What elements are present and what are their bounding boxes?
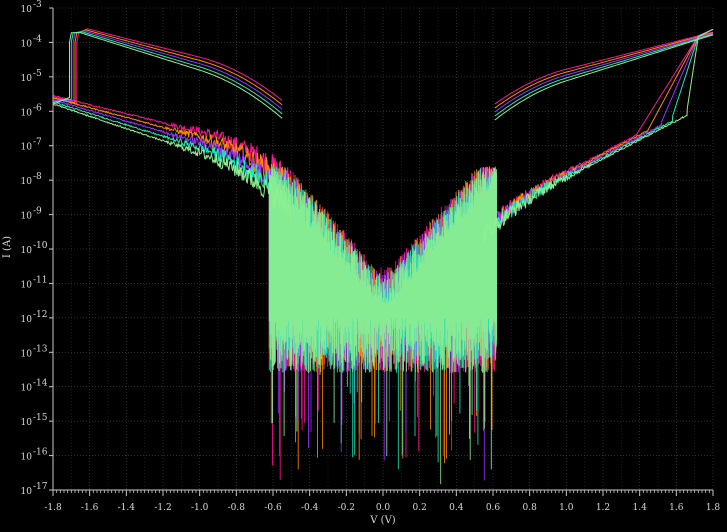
- y-tick-label: 10: [21, 212, 33, 222]
- lrs-negative-trace: [52, 31, 283, 115]
- lrs-negative-trace: [52, 28, 283, 106]
- hrs-positive-trace: [483, 28, 714, 244]
- lrs-positive-trace: [494, 32, 714, 113]
- y-tick-label: 10: [21, 280, 33, 290]
- noise-trace: [268, 166, 497, 485]
- x-tick-label: 1.6: [669, 503, 684, 513]
- lrs-negative-trace: [52, 30, 283, 110]
- y-tick-exponent: -16: [33, 448, 48, 458]
- y-tick-label: 10: [21, 453, 33, 463]
- x-tick-label: 0.4: [449, 503, 464, 513]
- y-tick-exponent: -12: [33, 310, 48, 320]
- x-tick-label: -1.2: [154, 503, 171, 513]
- y-tick-exponent: -4: [33, 34, 42, 44]
- x-tick-label: 1.2: [596, 503, 610, 513]
- lrs-positive-trace: [494, 32, 714, 109]
- lrs-negative-trace: [52, 32, 283, 119]
- series-5: [52, 28, 714, 485]
- x-tick-label: -0.2: [338, 503, 355, 513]
- y-tick-label: 10: [21, 177, 33, 187]
- lrs-positive-trace: [494, 31, 714, 105]
- x-tick-label: 0.2: [413, 503, 427, 513]
- y-tick-exponent: -9: [33, 207, 42, 217]
- y-tick-exponent: -3: [33, 0, 42, 10]
- x-tick-label: -0.4: [301, 503, 319, 513]
- y-tick-label: 10: [21, 384, 33, 394]
- lrs-negative-trace: [52, 29, 283, 106]
- ticks: -1.8 -1.6 -1.4 -1.2 -1.0 -0.8 -0.6 -0.4 -0.2 0.0 0…: [21, 0, 721, 513]
- x-tick-label: 1.0: [559, 503, 574, 513]
- x-tick-label: -1.4: [118, 503, 136, 513]
- y-tick-label: 10: [21, 108, 33, 118]
- hrs-negative-trace: [52, 94, 292, 189]
- y-tick-label: 10: [21, 143, 33, 153]
- x-tick-label: -1.8: [44, 503, 62, 513]
- y-tick-label: 10: [21, 418, 33, 428]
- x-tick-label: 1.4: [633, 503, 648, 513]
- y-tick-label: 10: [21, 487, 33, 497]
- lrs-positive-trace: [494, 34, 714, 121]
- y-tick-label: 10: [21, 349, 33, 359]
- y-tick-exponent: -15: [33, 413, 48, 423]
- y-axis-title: I (A): [2, 236, 13, 258]
- y-tick-exponent: -8: [33, 172, 42, 182]
- y-tick-exponent: -5: [33, 69, 42, 79]
- y-tick-exponent: -7: [33, 138, 42, 148]
- y-tick-exponent: -11: [33, 275, 48, 285]
- y-tick-label: 10: [21, 5, 33, 15]
- y-tick-exponent: -10: [33, 241, 48, 251]
- x-tick-label: -0.6: [264, 503, 282, 513]
- y-tick-exponent: -13: [33, 344, 48, 354]
- x-tick-label: 0.0: [376, 503, 391, 513]
- y-tick-label: 10: [21, 39, 33, 49]
- series-layer: [52, 28, 714, 485]
- y-tick-exponent: -17: [33, 482, 48, 492]
- x-axis-title: V (V): [369, 515, 396, 526]
- x-tick-label: -1.6: [81, 503, 99, 513]
- y-tick-exponent: -6: [33, 103, 42, 113]
- y-tick-label: 10: [21, 315, 33, 325]
- x-tick-label: 0.6: [486, 503, 501, 513]
- y-tick-label: 10: [21, 74, 33, 84]
- y-tick-exponent: -14: [33, 379, 48, 389]
- lrs-positive-trace: [494, 33, 714, 117]
- x-tick-label: -0.8: [228, 503, 246, 513]
- hrs-negative-trace: [52, 103, 292, 222]
- y-tick-label: 10: [21, 246, 33, 256]
- x-tick-label: -1.0: [191, 503, 209, 513]
- x-tick-label: 0.8: [523, 503, 538, 513]
- x-tick-label: 1.8: [706, 503, 721, 513]
